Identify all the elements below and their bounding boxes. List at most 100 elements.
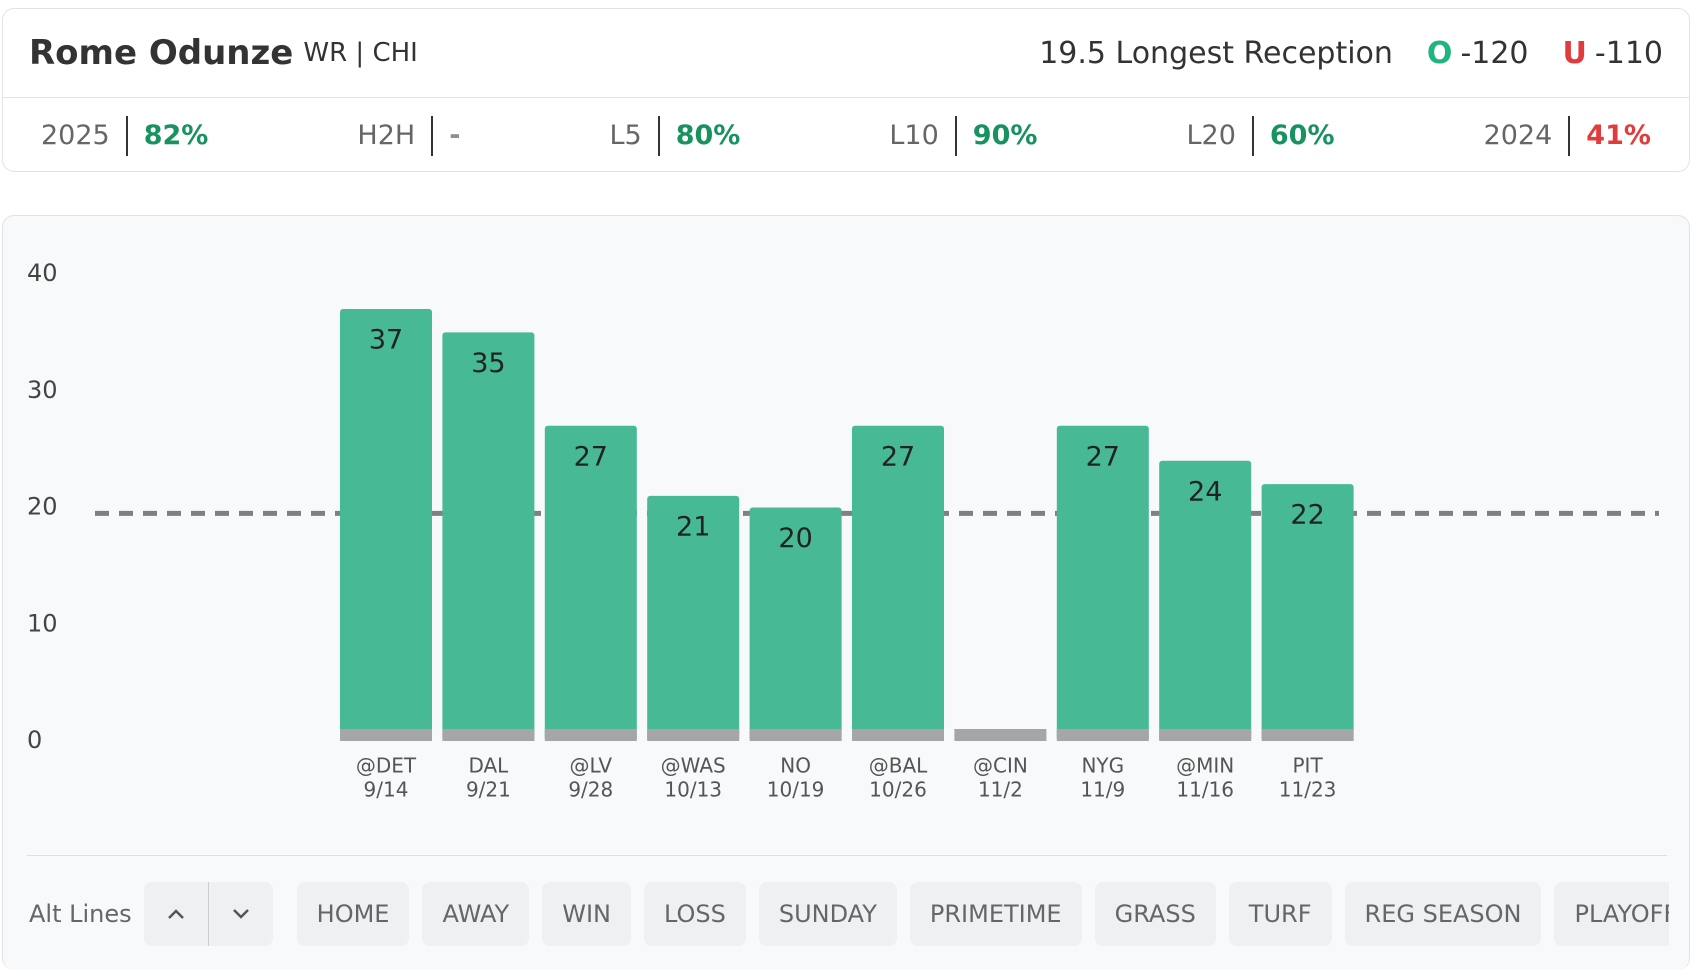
under-label: U [1562,35,1587,71]
stat-value: 60% [1269,120,1335,151]
stat[interactable]: L10 90% [889,115,1038,156]
separator [431,115,434,156]
x-tick-label: DAL [468,754,509,778]
alt-line-arrows [143,882,273,946]
x-tick-label: @CIN [973,754,1028,778]
y-tick-label: 10 [27,609,58,637]
stat-label: L10 [889,120,939,151]
filter-button[interactable]: SUNDAY [758,882,897,946]
x-tick-date: 10/13 [664,778,722,802]
bar [1159,460,1252,741]
stat-value: 82% [143,120,209,151]
y-tick-label: 30 [27,376,58,404]
bar [442,332,535,741]
separator [1568,115,1571,156]
value-label: 22 [1290,500,1324,531]
bar-base [1056,729,1149,741]
x-tick-date: 11/2 [978,778,1023,802]
filter-bar: Alt Lines HOME AWAY WIN LOSS SUNDAY PRIMETIME… [29,882,1669,946]
bar-base [852,729,944,741]
separator [657,115,660,156]
x-tick-date: 10/19 [767,778,825,802]
stat-label: 2024 [1483,120,1553,151]
x-tick-label: NO [780,754,811,778]
position: WR | CHI [303,38,418,68]
bar [544,425,637,741]
bar [749,507,842,741]
stat[interactable]: L20 60% [1186,115,1335,156]
bar [852,425,944,741]
x-tick-date: 11/9 [1080,778,1125,802]
value-label: 24 [1188,476,1222,507]
bar [647,495,740,741]
stat-label: L5 [609,120,642,151]
x-tick-date: 10/26 [869,778,927,802]
under-odds[interactable]: U -110 [1563,36,1663,71]
alt-lines-label: Alt Lines [29,900,132,928]
stat[interactable]: H2H - [357,115,460,156]
stat[interactable]: 2024 41% [1483,115,1651,156]
bar-base [1261,729,1354,741]
stat[interactable]: 2025 82% [41,115,209,156]
value-label: 21 [676,511,710,542]
value-label: 27 [1086,441,1120,472]
filter-button[interactable]: TURF [1228,882,1332,946]
prop: 19.5 Longest Reception [1039,35,1393,71]
stat-value: 41% [1586,120,1651,151]
value-label: 35 [471,348,505,379]
stat-value: 90% [972,120,1038,151]
filter-button[interactable]: HOME [296,882,410,946]
filter-button[interactable]: LOSS [643,882,746,946]
bar-base [954,729,1047,741]
y-tick-label: 20 [27,493,58,521]
x-tick-label: @DET [356,754,417,778]
stat-label: L20 [1186,120,1236,151]
bar [1056,425,1149,741]
bar-base [544,729,637,741]
over-label: O [1426,35,1453,71]
x-tick-date: 11/23 [1279,778,1337,802]
x-tick-label: @LV [569,754,612,778]
over-value: -120 [1460,35,1529,71]
arrow-down[interactable] [207,882,273,946]
over-odds[interactable]: O -120 [1427,36,1529,71]
filter-button[interactable]: PLAYOFFS [1554,882,1669,946]
separator [1251,115,1254,156]
x-tick-date: 9/21 [466,778,511,802]
x-tick-label: @BAL [869,754,928,778]
bar-base [647,729,740,741]
x-tick-label: NYG [1081,754,1124,778]
x-tick-date: 9/28 [568,778,613,802]
bar-base [340,729,432,741]
filter-button[interactable]: PRIMETIME [909,882,1082,946]
chart-card: 0 10 20 30 40 37 35 27 21 20 27 27 24 22 @DET 9/14 DAL 9/… [2,215,1690,970]
value-label: 27 [881,441,915,472]
stat[interactable]: L5 80% [609,115,741,156]
y-tick-label: 40 [27,259,58,287]
stat-value: 80% [675,120,741,151]
value-label: 20 [778,523,812,554]
x-tick-label: PIT [1293,754,1324,778]
under-value: -110 [1594,35,1663,71]
stat-label: 2025 [41,120,110,151]
x-tick-label: @WAS [661,754,726,778]
stat-label: H2H [357,120,416,151]
separator [125,115,128,156]
player-name: Rome Odunze [29,33,294,73]
arrow-up[interactable] [144,882,208,946]
title-row: Rome Odunze WR | CHI 19.5 Longest Recept… [3,9,1689,98]
bar [340,309,432,741]
filter-button[interactable]: AWAY [422,882,530,946]
filter-button[interactable]: REG SEASON [1344,882,1542,946]
y-tick-label: 0 [27,726,42,754]
stats-row: 2025 82% H2H - L5 80% L10 90% L20 60% 2024 41% [3,98,1689,173]
filter-button[interactable]: WIN [542,882,631,946]
bar-base [442,729,535,741]
header-card: Rome Odunze WR | CHI 19.5 Longest Recept… [2,8,1690,172]
value-label: 37 [369,325,403,356]
x-tick-label: @MIN [1176,754,1234,778]
separator [954,115,957,156]
filter-button[interactable]: GRASS [1094,882,1216,946]
